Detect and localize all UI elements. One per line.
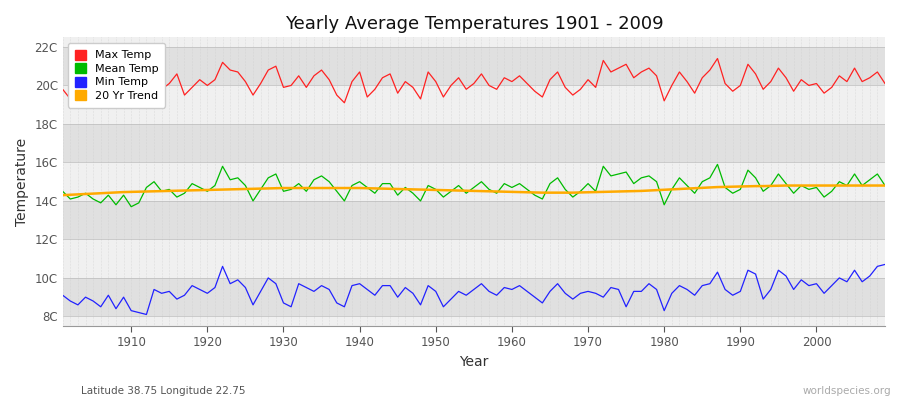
Bar <box>63 240 885 278</box>
Y-axis label: Temperature: Temperature <box>15 138 29 226</box>
Bar <box>63 86 885 124</box>
Text: Latitude 38.75 Longitude 22.75: Latitude 38.75 Longitude 22.75 <box>81 386 246 396</box>
Bar <box>63 162 885 201</box>
X-axis label: Year: Year <box>459 355 489 369</box>
Legend: Max Temp, Mean Temp, Min Temp, 20 Yr Trend: Max Temp, Mean Temp, Min Temp, 20 Yr Tre… <box>68 43 166 108</box>
Bar <box>63 124 885 162</box>
Title: Yearly Average Temperatures 1901 - 2009: Yearly Average Temperatures 1901 - 2009 <box>284 15 663 33</box>
Bar <box>63 278 885 316</box>
Bar <box>63 47 885 86</box>
Bar <box>63 201 885 240</box>
Text: worldspecies.org: worldspecies.org <box>803 386 891 396</box>
